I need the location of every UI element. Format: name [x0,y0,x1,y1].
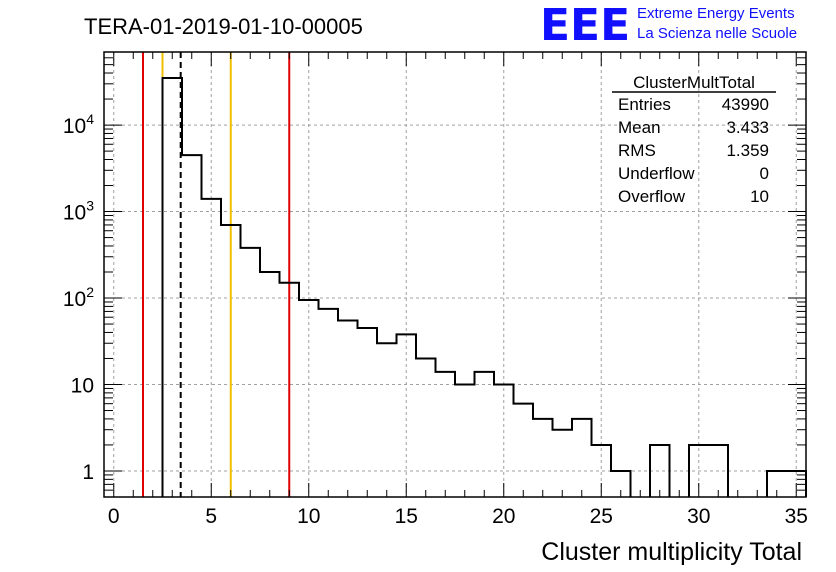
x-tick-label: 25 [590,505,613,528]
histogram-outline [161,77,807,497]
eee-logo: EEE Extreme Energy Events La Scienza nel… [540,0,797,51]
stats-label-entries: Entries [618,95,671,114]
logo-line2: La Scienza nelle Scuole [637,25,797,42]
stats-value-entries: 43990 [722,95,769,114]
plot-frame [103,51,807,498]
y-tick-label: 102 [63,284,94,311]
y-axis: 1 10 102 103 104 [63,51,806,498]
y-tick-label: 10 [71,374,94,397]
x-tick-label: 0 [108,505,120,528]
x-tick-label: 35 [785,505,808,528]
x-axis-title: Cluster multiplicity Total [541,538,802,566]
stats-label-underflow: Underflow [618,164,695,183]
stats-value-underflow: 0 [760,164,769,183]
stats-value-rms: 1.359 [726,141,769,160]
stats-name: ClusterMultTotal [633,73,755,92]
y-tick-label: 104 [63,111,94,138]
marker-lines [142,52,291,497]
stats-label-rms: RMS [618,141,656,160]
stats-value-overflow: 10 [750,187,769,206]
logo-line1: Extreme Energy Events [637,5,795,22]
run-title: TERA-01-2019-01-10-00005 [84,14,363,39]
stats-label-mean: Mean [618,118,661,137]
y-tick-label: 103 [63,198,94,225]
stats-box: ClusterMultTotal Entries 43990 Mean 3.43… [612,73,776,206]
y-tick-label: 1 [82,461,94,484]
x-tick-label: 15 [395,505,418,528]
x-tick-label: 20 [492,505,515,528]
x-axis: 0 5 10 15 20 25 30 35 [108,52,808,528]
stats-label-overflow: Overflow [618,187,686,206]
logo-text: EEE [540,0,630,51]
grid-lines [104,52,806,497]
x-tick-label: 5 [205,505,217,528]
stats-value-mean: 3.433 [726,118,769,137]
x-tick-label: 10 [297,505,320,528]
x-tick-label: 30 [687,505,710,528]
